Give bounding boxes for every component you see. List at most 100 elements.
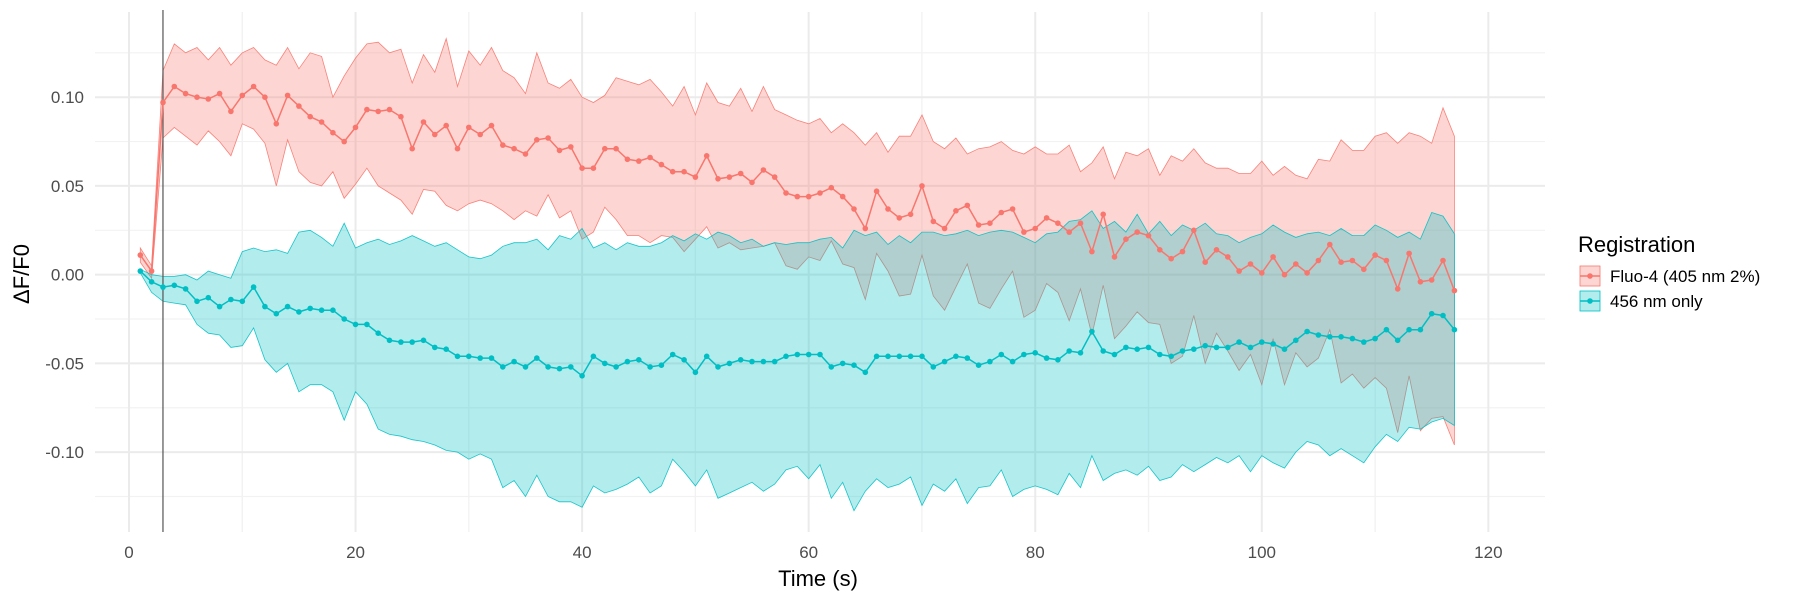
- data-point: [398, 113, 404, 120]
- data-point: [1032, 225, 1038, 232]
- data-point: [556, 147, 563, 154]
- data-point: [907, 353, 914, 360]
- legend-item-1: Fluo-4 (405 nm 2%): [1579, 265, 1760, 287]
- data-point: [817, 190, 823, 196]
- data-point: [590, 353, 597, 360]
- y-axis-title: ΔF/F0: [9, 244, 34, 304]
- y-tick-label: -0.05: [45, 354, 84, 373]
- data-point: [602, 360, 608, 367]
- data-point: [1191, 346, 1197, 353]
- legend-item-2: 456 nm only: [1579, 290, 1703, 312]
- data-point: [1123, 344, 1129, 351]
- data-point: [466, 124, 472, 131]
- y-tick-label: 0.00: [51, 266, 84, 285]
- data-point: [1077, 350, 1084, 356]
- data-point: [148, 268, 155, 274]
- data-point: [273, 310, 280, 317]
- data-point: [873, 188, 880, 194]
- data-point: [885, 353, 891, 360]
- data-point: [828, 364, 835, 370]
- data-point: [805, 351, 812, 358]
- x-tick-label: 60: [799, 543, 818, 562]
- data-point: [1055, 220, 1061, 226]
- data-point: [307, 305, 314, 312]
- data-point: [1361, 339, 1367, 345]
- data-point: [160, 99, 166, 106]
- data-point: [862, 225, 869, 232]
- data-point: [330, 129, 336, 136]
- data-point: [1338, 259, 1344, 266]
- x-axis-ticks: 0 20 40 60 80 100 120: [124, 543, 1502, 562]
- data-point: [737, 357, 744, 363]
- data-point: [420, 337, 427, 344]
- data-point: [851, 362, 857, 369]
- data-point: [817, 351, 823, 358]
- data-point: [1089, 328, 1095, 335]
- data-point: [658, 362, 665, 369]
- data-point: [771, 358, 778, 365]
- data-point: [873, 353, 880, 360]
- data-point: [579, 165, 585, 171]
- data-point: [432, 344, 438, 351]
- data-point: [1304, 270, 1310, 276]
- data-point: [386, 106, 393, 113]
- data-point: [1428, 277, 1435, 283]
- data-point: [953, 208, 959, 214]
- data-point: [896, 353, 903, 360]
- data-point: [1191, 227, 1197, 234]
- data-point: [715, 176, 721, 182]
- data-point: [1372, 335, 1378, 342]
- data-point: [228, 296, 234, 303]
- data-point: [1066, 229, 1072, 235]
- data-point: [1338, 334, 1344, 340]
- data-point: [953, 353, 959, 360]
- data-point: [568, 364, 574, 370]
- data-point: [500, 142, 506, 148]
- ribbon-series-2: [139, 210, 1455, 512]
- data-point: [1327, 241, 1333, 248]
- data-point: [987, 220, 993, 226]
- data-point: [205, 294, 212, 301]
- data-point: [488, 122, 495, 129]
- data-point: [534, 137, 540, 143]
- data-point: [1179, 348, 1186, 354]
- data-point: [284, 303, 291, 310]
- data-point: [262, 94, 268, 100]
- data-point: [749, 179, 755, 186]
- ribbons: [139, 37, 1455, 512]
- data-point: [783, 353, 789, 360]
- data-point: [1440, 257, 1446, 264]
- data-point: [352, 321, 359, 328]
- data-point: [556, 365, 563, 372]
- data-point: [1428, 310, 1435, 317]
- data-point: [1100, 348, 1106, 354]
- data-point: [737, 170, 744, 177]
- data-point: [250, 284, 257, 290]
- data-point: [341, 316, 348, 322]
- x-tick-label: 80: [1026, 543, 1045, 562]
- data-point: [964, 202, 971, 209]
- data-point: [239, 92, 246, 99]
- data-point: [862, 369, 869, 376]
- data-point: [1077, 220, 1084, 226]
- data-point: [1361, 266, 1367, 273]
- data-point: [1304, 328, 1310, 335]
- data-point: [409, 145, 416, 152]
- data-point: [1213, 247, 1220, 253]
- data-point: [1123, 236, 1129, 242]
- data-point: [726, 360, 733, 367]
- data-point: [568, 144, 574, 150]
- data-point: [545, 364, 551, 370]
- data-point: [1111, 351, 1118, 358]
- data-point: [681, 168, 687, 175]
- data-point: [364, 321, 370, 328]
- data-point: [1179, 248, 1186, 255]
- data-point: [1236, 268, 1242, 274]
- data-point: [477, 355, 484, 361]
- data-point: [681, 357, 687, 363]
- data-point: [975, 362, 982, 369]
- data-point: [1009, 358, 1016, 365]
- data-point: [1009, 206, 1016, 212]
- data-point: [941, 358, 948, 365]
